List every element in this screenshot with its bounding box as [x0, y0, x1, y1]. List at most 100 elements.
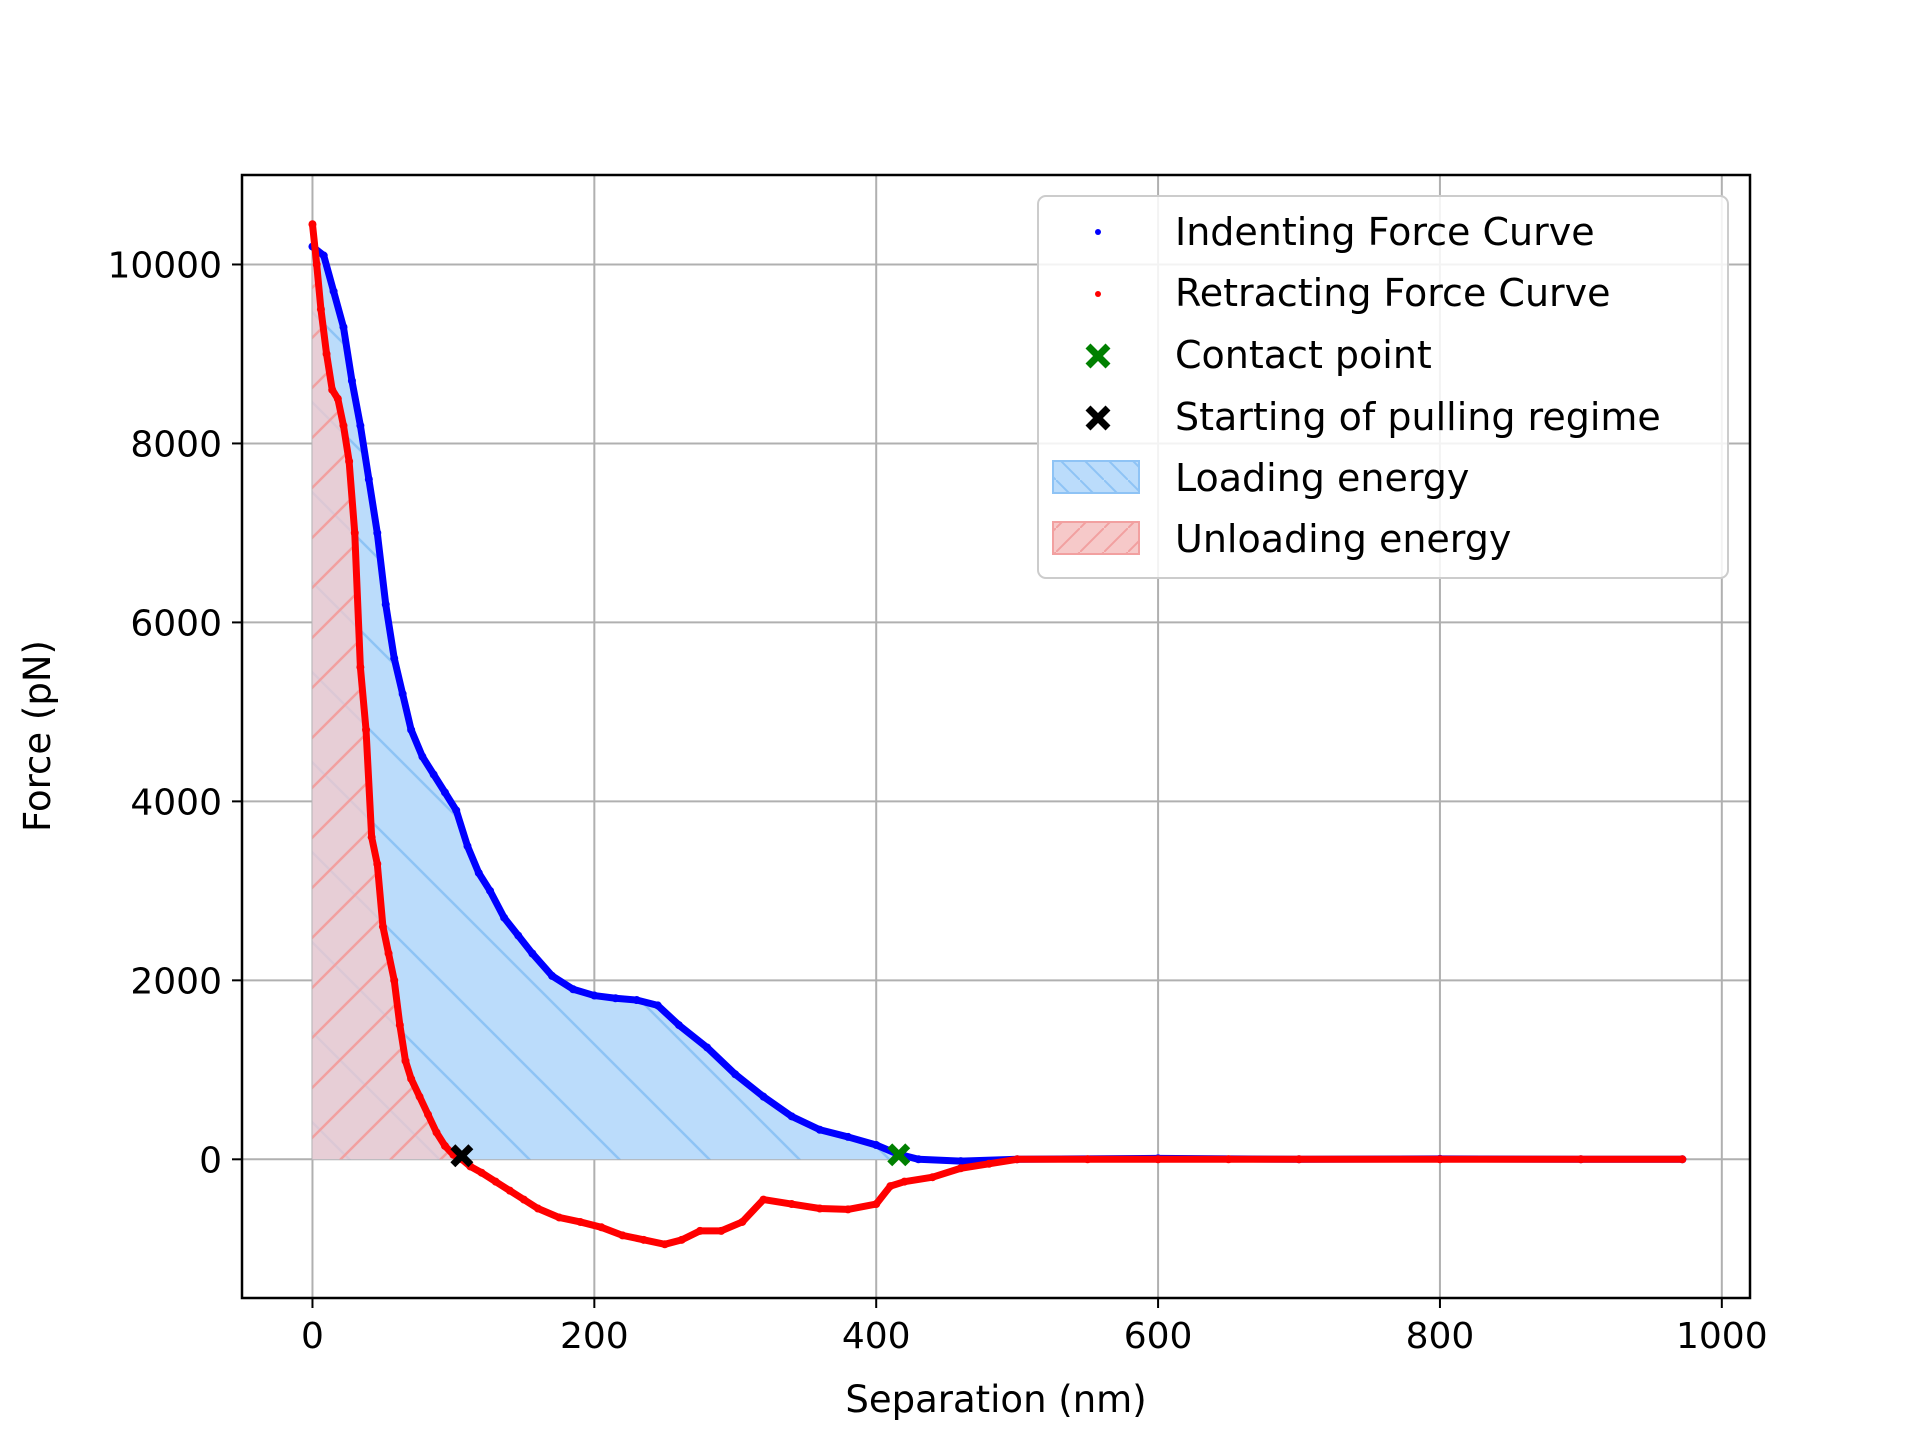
legend-retracting-marker [1095, 291, 1101, 297]
indenting-curve-point [339, 323, 348, 332]
y-axis-label: Force (pN) [16, 640, 59, 832]
retracting-curve-point [1435, 1155, 1444, 1164]
retracting-curve-point [424, 1110, 433, 1119]
indenting-curve-point [407, 725, 416, 734]
indenting-curve-point [356, 421, 365, 430]
indenting-curve-point [463, 842, 472, 851]
retracting-curve-point [815, 1204, 824, 1213]
indenting-curve-point [872, 1140, 881, 1149]
indenting-curve-point [429, 770, 438, 779]
indenting-curve-point [514, 931, 523, 940]
indenting-curve-point [653, 1001, 662, 1010]
indenting-curve-point [611, 994, 620, 1003]
legend-box [1037, 195, 1729, 579]
retracting-curve-point [677, 1235, 686, 1244]
indenting-curve-point [731, 1070, 740, 1079]
indenting-curve-point [418, 752, 427, 761]
retracting-curve-point [339, 421, 348, 430]
retracting-curve-point [328, 385, 337, 394]
retracting-curve-point [1224, 1155, 1233, 1164]
retracting-curve-point [555, 1213, 564, 1222]
indenting-curve-point [528, 949, 537, 958]
indenting-curve-point [844, 1132, 853, 1141]
indenting-curve-point [486, 886, 495, 895]
x-tick-label: 0 [301, 1316, 324, 1357]
y-axis-ticks: 0 2000 4000 6000 8000 10000 [107, 245, 242, 1181]
y-tick-label: 6000 [130, 603, 222, 644]
retracting-curve-point [956, 1164, 965, 1173]
retracting-curve-point [519, 1195, 528, 1204]
retracting-curve-point [618, 1231, 627, 1240]
retracting-curve-point [872, 1200, 881, 1209]
indenting-curve-point [787, 1112, 796, 1121]
retracting-curve-point [738, 1217, 747, 1226]
y-tick-label: 0 [199, 1140, 222, 1181]
retracting-curve-point [491, 1177, 500, 1186]
indenting-curve-point [373, 528, 382, 537]
legend-loading-label: Loading energy [1175, 456, 1469, 500]
retracting-curve-point [1295, 1155, 1304, 1164]
retracting-curve-point [696, 1226, 705, 1235]
retracting-curve-point [1154, 1155, 1163, 1164]
retracting-curve-point [886, 1182, 895, 1191]
indenting-curve-point [569, 985, 578, 994]
legend-contact-label: Contact point [1175, 333, 1432, 377]
retracting-curve-point [1678, 1155, 1687, 1164]
indenting-curve-point [590, 991, 599, 1000]
retracting-curve-point [373, 860, 382, 869]
retracting-curve-point [1013, 1155, 1022, 1164]
indenting-curve-point [347, 376, 356, 385]
x-tick-label: 600 [1124, 1316, 1193, 1357]
retracting-curve-point [316, 305, 325, 314]
pulling-start-marker [450, 1144, 474, 1168]
retracting-curve-point [333, 394, 342, 403]
indenting-curve-point [398, 689, 407, 698]
retracting-curve-point [660, 1240, 669, 1249]
indenting-curve-point [364, 475, 373, 484]
retracting-curve-point [759, 1195, 768, 1204]
retracting-curve-point [384, 949, 393, 958]
retracting-curve-point [350, 528, 359, 537]
legend-indenting-marker [1095, 229, 1101, 235]
unloading-energy-hatch [312, 224, 462, 1160]
plot-frame [240, 173, 1752, 1300]
retracting-curve-point [395, 1021, 404, 1030]
retracting-curve-point [639, 1235, 648, 1244]
indenting-curve-point [703, 1043, 712, 1052]
retracting-curve-point [505, 1186, 514, 1195]
retracting-curve-point [390, 976, 399, 985]
indenting-curve-point [956, 1157, 965, 1166]
legend-retracting-label: Retracting Force Curve [1175, 271, 1611, 315]
retracting-curve-point [362, 725, 371, 734]
indenting-curve-point [452, 806, 461, 815]
indenting-curve-point [674, 1021, 683, 1030]
indenting-curve-point [319, 251, 328, 260]
indenting-curve-point [500, 913, 509, 922]
retracting-curve-point [401, 1056, 410, 1065]
legend-indenting-label: Indenting Force Curve [1175, 210, 1595, 254]
retracting-curve-point [1576, 1155, 1585, 1164]
legend-unloading-label: Unloading energy [1175, 517, 1511, 561]
retracting-curve-point [900, 1177, 909, 1186]
retracting-curve-point [440, 1141, 449, 1150]
legend: Indenting Force Curve Retracting Force C… [1037, 195, 1729, 579]
indenting-curve-point [390, 654, 399, 663]
retracting-curve-point [533, 1204, 542, 1213]
retracting-curve-point [356, 663, 365, 672]
retracting-curve-point [308, 220, 317, 229]
retracting-curve-point [984, 1159, 993, 1168]
retracting-curve-point [322, 349, 331, 358]
retracting-curve-point [844, 1205, 853, 1214]
retracting-curve-point [787, 1200, 796, 1209]
indenting-curve-point [548, 971, 557, 980]
indenting-curve-point [440, 788, 449, 797]
retracting-curve-point [415, 1092, 424, 1101]
x-tick-label: 1000 [1676, 1316, 1768, 1357]
markers [450, 1143, 911, 1168]
retracting-curve-point [928, 1173, 937, 1182]
indenting-curve-point [329, 287, 338, 296]
indenting-curve-point [914, 1155, 923, 1164]
retracting-curve-point [1083, 1155, 1092, 1164]
legend-pulling-marker [1085, 405, 1111, 431]
